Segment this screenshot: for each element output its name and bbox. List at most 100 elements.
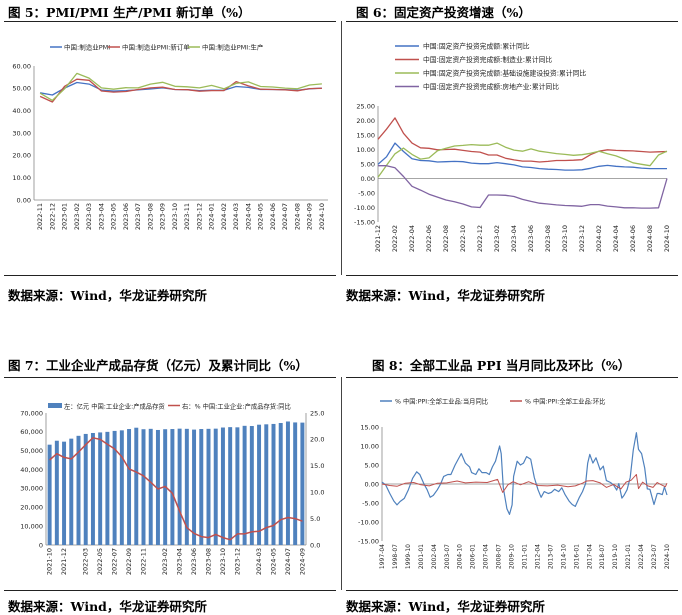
fig7-right-tick-label: 0.0 [310,541,320,549]
fig5-x-tick-label: 2023-05 [110,203,118,230]
fig7-bar [177,428,182,545]
fig6-x-tick-label: 2024-10 [663,225,671,252]
fig7-yoy-line [49,437,303,541]
fig6-y-tick-label: 25.00 [356,102,375,110]
fig8-y-tick-label: 15.00 [360,423,379,431]
fig7-bar [242,425,247,545]
fig6-bottom-rule [346,275,678,276]
fig7-left-tick-label: 70,000 [20,409,43,417]
bottom-column-divider [341,377,342,590]
fig5-series-line [39,81,322,96]
fig5-x-tick-label: 2024-04 [244,203,252,230]
fig6-x-tick-label: 2024-08 [646,225,654,252]
fig7-bar [293,422,298,545]
fig8-x-tick-label: 2001-01 [418,544,425,569]
fig6-series-line [377,117,668,163]
fig8-x-tick-label: 2021-01 [625,544,632,569]
fig7-bar [105,431,110,545]
fig5-series-line [39,72,322,102]
fig5-legend-label: 中国:制造业PMI [64,43,110,52]
fig7-x-tick-label: 2024-05 [270,548,278,575]
fig7-bar [235,427,240,545]
fig5-y-tick-label: 50.00 [12,85,31,93]
fig8-x-tick-label: 2007-04 [483,544,490,569]
fig6-x-tick-label: 2024-02 [595,225,603,252]
fig6-x-tick-label: 2023-08 [544,225,552,252]
fig6-x-tick-label: 2023-12 [578,225,586,252]
fig7-bar [257,424,262,545]
fig8-x-tick-label: 2014-10 [560,544,567,569]
fig7-x-tick-label: 2023-08 [205,548,213,575]
fig6-y-tick-label: -10.00 [354,204,375,212]
fig6-y-tick-label: 15.00 [356,131,375,139]
fig7-x-tick-label: 2021-12 [60,548,68,575]
fig7-x-tick-label: 2022-11 [140,548,148,575]
fig7-right-tick-label: 25.0 [310,409,324,417]
fig7-left-tick-label: 60,000 [20,428,43,436]
fig7-x-tick-label: 2022-09 [125,548,133,575]
fig7-bar [148,428,153,545]
fig7-bar [264,424,269,545]
fig8-y-tick-label: -15.00 [358,537,379,545]
fig7-bar [199,429,204,545]
fig6-x-tick-label: 2023-02 [493,225,501,252]
fig7-bottom-rule [4,590,336,591]
fig7-x-tick-label: 2022-05 [96,548,104,575]
fig5-bottom-rule [4,275,336,276]
fig8-x-tick-label: 1999-10 [405,544,412,569]
fig7-left-tick-label: 0 [39,541,43,549]
fig5-top-rule [4,21,336,22]
fig7-bar [155,429,160,545]
fig5-x-tick-label: 2023-08 [146,203,154,230]
fig8-x-tick-label: 2002-04 [431,544,438,569]
fig6-legend-label: 中国:固定资产投资完成额:房地产业:累计同比 [423,82,559,91]
fig5-y-tick-label: 40.00 [12,107,31,115]
fig8-x-tick-label: 2012-04 [534,544,541,569]
fig6-source: 数据来源：Wind，华龙证券研究所 [346,288,545,303]
fig6-y-tick-label: -15.00 [354,218,375,226]
fig7-bar [62,441,67,545]
fig7-bar [192,429,197,545]
fig6-x-tick-label: 2022-02 [391,225,399,252]
fig6-x-tick-label: 2022-10 [459,225,467,252]
fig7-legend-bar-swatch [48,403,62,408]
fig6-x-tick-label: 2024-06 [629,225,637,252]
fig6-series-line [377,142,667,171]
fig6-series-line [377,142,668,178]
top-column-divider [341,21,342,275]
fig8-x-tick-label: 2008-07 [496,544,503,569]
fig7-source: 数据来源：Wind，华龙证券研究所 [8,599,207,614]
fig7-bar [90,432,95,545]
fig7-bar [278,422,283,545]
fig6-title: 图 6：固定资产投资增速（%） [356,5,531,20]
fig5-x-tick-label: 2023-02 [73,203,81,230]
fig7-bar [206,428,211,545]
fig6-legend-label: 中国:固定资产投资完成额:基础设施建设投资:累计同比 [423,69,586,78]
fig8-x-tick-label: 2013-07 [547,544,554,569]
fig8-y-tick-label: 5.00 [365,461,379,469]
fig7-bar [98,432,103,545]
fig7-x-tick-label: 2024-03 [255,548,263,575]
fig5-y-tick-label: 0.00 [17,196,31,204]
fig7-bar [141,429,146,545]
fig5-x-tick-label: 2023-01 [61,203,69,230]
fig7-left-tick-label: 10,000 [20,522,43,530]
fig7-bar [76,435,81,545]
fig8-x-tick-label: 2009-10 [509,544,516,569]
fig6-legend-label: 中国:固定资产投资完成额:累计同比 [423,42,530,51]
fig5-x-tick-label: 2023-03 [85,203,93,230]
fig8-y-tick-label: 10.00 [360,442,379,450]
fig8-x-tick-label: 2016-01 [573,544,580,569]
fig7-x-tick-label: 2022-03 [82,548,90,575]
fig5-x-tick-label: 2024-06 [269,203,277,230]
fig7-bar [127,429,132,545]
fig5-x-tick-label: 2023-09 [159,203,167,230]
fig6-x-tick-label: 2022-08 [442,225,450,252]
fig8-legend-label: % 中国:PPI:全部工业品:当月同比 [395,397,488,406]
fig5-x-tick-label: 2023-04 [97,203,105,230]
fig7-x-tick-label: 2023-04 [176,548,184,575]
fig7-x-tick-label: 2021-10 [46,548,54,575]
fig5-x-tick-label: 2024-01 [208,203,216,230]
fig6-x-tick-label: 2022-04 [408,225,416,252]
